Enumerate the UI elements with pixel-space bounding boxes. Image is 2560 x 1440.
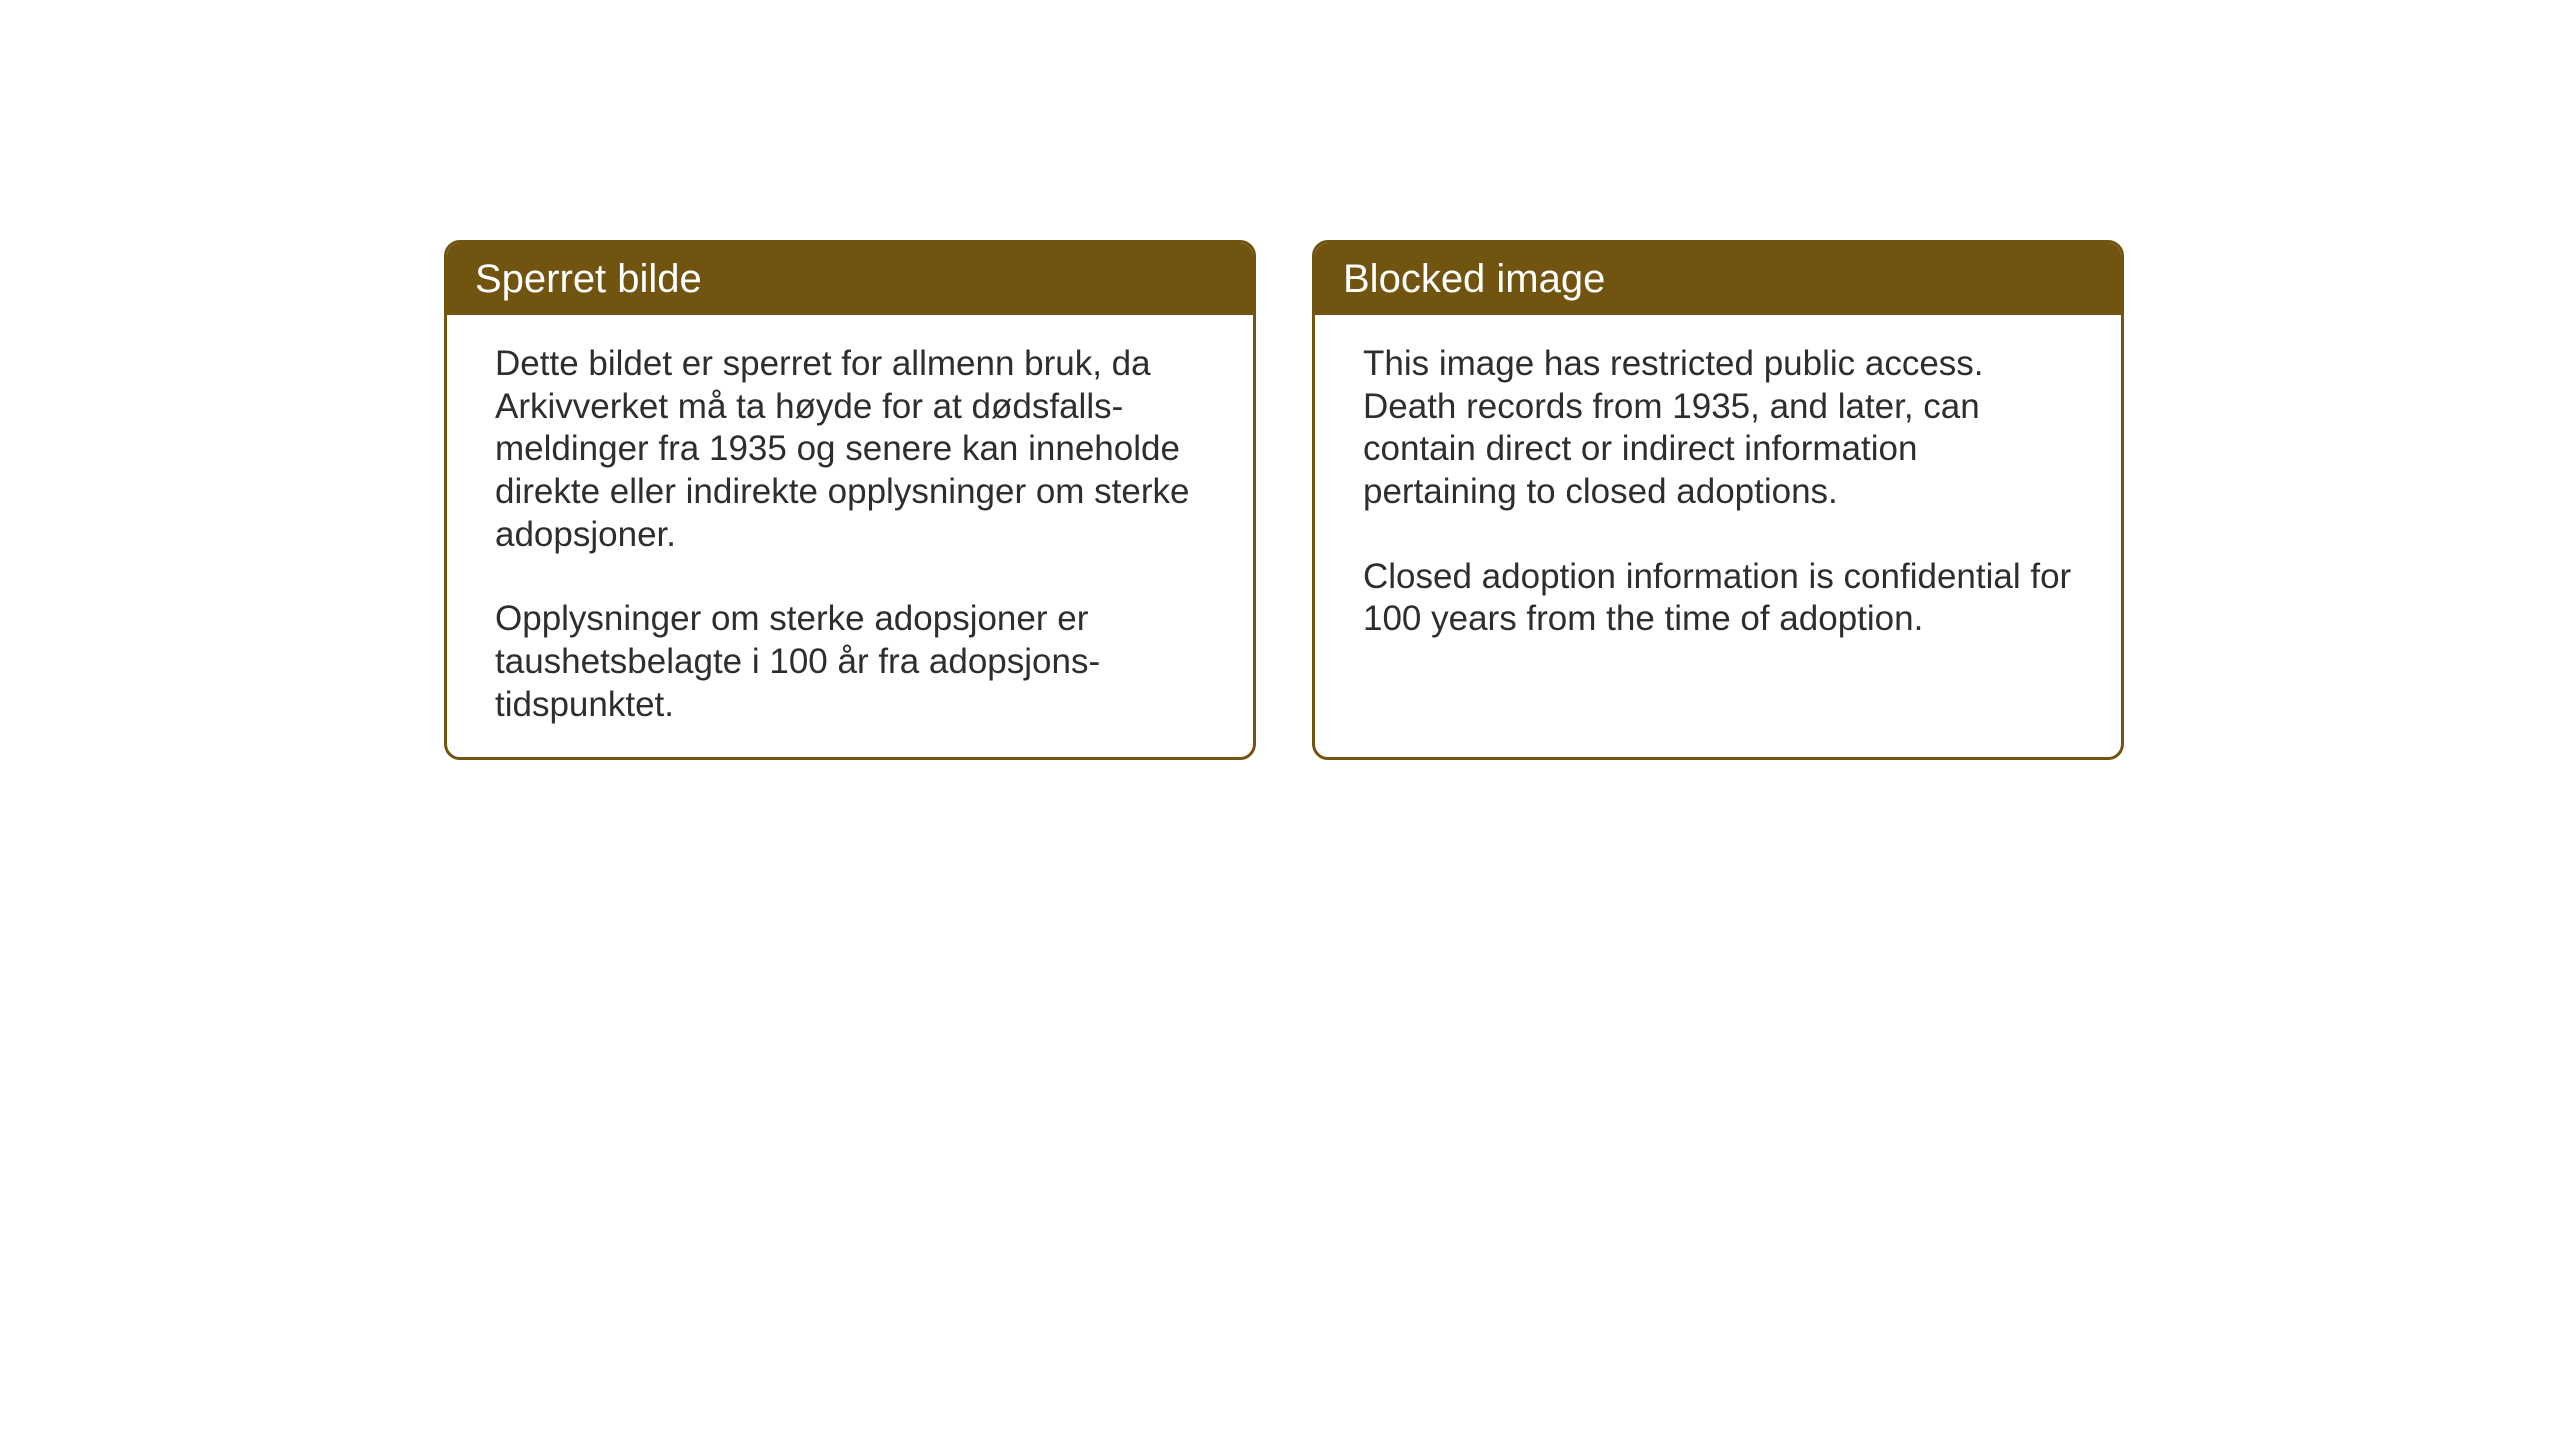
notice-card-english: Blocked image This image has restricted … [1312, 240, 2124, 760]
card-paragraph: Opplysninger om sterke adopsjoner er tau… [495, 598, 1205, 726]
card-title-norwegian: Sperret bilde [475, 257, 702, 301]
card-body-norwegian: Dette bildet er sperret for allmenn bruk… [447, 315, 1253, 757]
card-body-english: This image has restricted public access.… [1315, 315, 2121, 757]
notice-card-norwegian: Sperret bilde Dette bildet er sperret fo… [444, 240, 1256, 760]
card-paragraph: Closed adoption information is confident… [1363, 556, 2073, 641]
card-paragraph: This image has restricted public access.… [1363, 343, 2073, 514]
card-title-english: Blocked image [1343, 257, 1605, 301]
card-header-norwegian: Sperret bilde [447, 243, 1253, 315]
card-paragraph: Dette bildet er sperret for allmenn bruk… [495, 343, 1205, 556]
card-header-english: Blocked image [1315, 243, 2121, 315]
notice-container: Sperret bilde Dette bildet er sperret fo… [444, 240, 2124, 760]
